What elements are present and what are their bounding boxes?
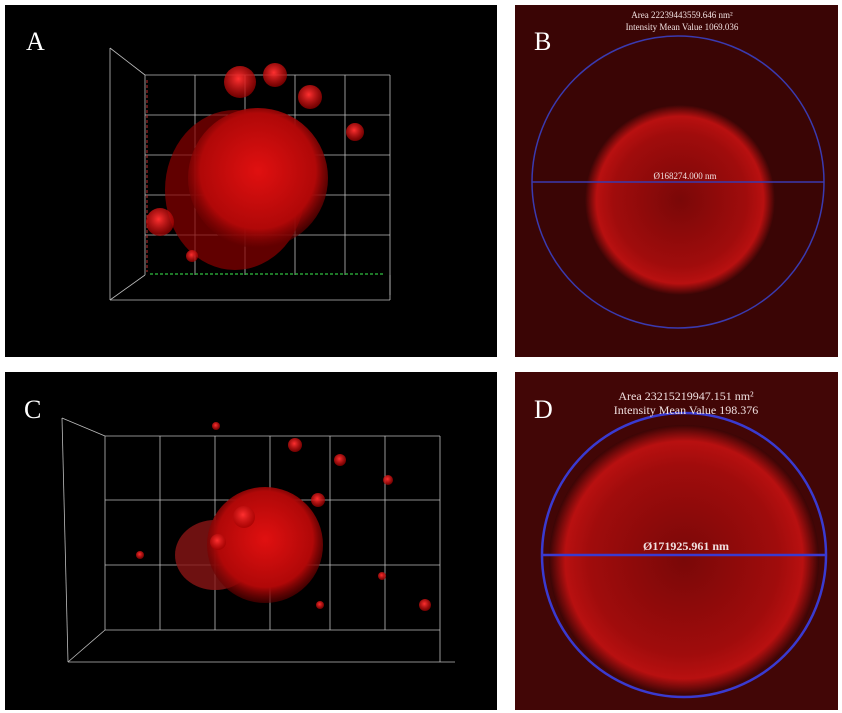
- particle: [136, 551, 144, 559]
- particle: [212, 422, 220, 430]
- particle: [298, 85, 322, 109]
- particle: [383, 475, 393, 485]
- particle: [210, 534, 226, 550]
- panel-label: B: [534, 27, 551, 56]
- diameter-label: Ø171925.961 nm: [643, 539, 729, 553]
- particle: [378, 572, 386, 580]
- particle: [263, 63, 287, 87]
- panel-label: A: [26, 27, 45, 56]
- particle: [419, 599, 431, 611]
- intensity-label: Intensity Mean Value 1069.036: [626, 22, 739, 32]
- particle: [233, 506, 255, 528]
- cell-sphere: [188, 108, 328, 248]
- particle: [224, 66, 256, 98]
- area-label: Area 22239443559.646 nm²: [631, 10, 733, 20]
- intensity-label: Intensity Mean Value 198.376: [614, 403, 758, 417]
- particle: [311, 493, 325, 507]
- particle: [146, 208, 174, 236]
- area-label: Area 23215219947.151 nm²: [618, 389, 754, 403]
- cell-image: [585, 105, 775, 295]
- figure: A Area 22239443559.646 nm² Intensity Mea…: [0, 0, 842, 713]
- particle: [346, 123, 364, 141]
- panel-label: D: [534, 395, 553, 424]
- particle: [288, 438, 302, 452]
- panel-b: Area 22239443559.646 nm² Intensity Mean …: [515, 5, 838, 357]
- cell-image: [549, 425, 819, 695]
- page: A Area 22239443559.646 nm² Intensity Mea…: [0, 0, 842, 713]
- diameter-label: Ø168274.000 nm: [654, 171, 717, 181]
- panel-a: A: [5, 5, 497, 357]
- panel-d: Area 23215219947.151 nm² Intensity Mean …: [515, 372, 838, 710]
- particle: [186, 250, 198, 262]
- particle: [334, 454, 346, 466]
- particle: [316, 601, 324, 609]
- panel-c: C: [5, 372, 497, 710]
- panel-label: C: [24, 395, 41, 424]
